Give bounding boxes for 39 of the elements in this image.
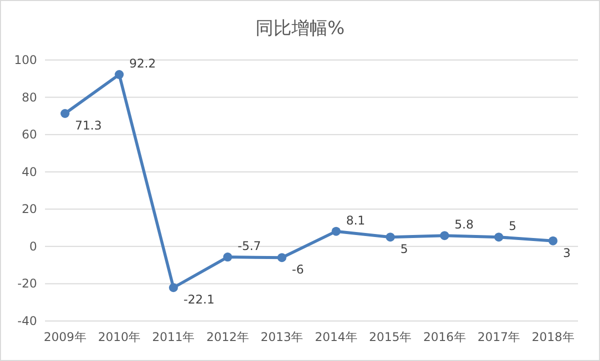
x-tick-label: 2017年	[478, 330, 520, 344]
y-tick-label: 0	[29, 239, 37, 254]
chart-title: 同比增幅%	[255, 18, 345, 39]
x-tick-label: 2014年	[314, 330, 358, 344]
x-tick-label: 2013年	[260, 330, 304, 344]
x-tick-label: 2018年	[532, 330, 574, 344]
point	[440, 231, 450, 240]
x-tick-label: 2012年	[206, 330, 249, 344]
point	[114, 70, 124, 80]
point	[494, 232, 504, 242]
data-label: 5	[508, 219, 516, 234]
y-tick-label: -20	[17, 276, 37, 291]
data-label: 8.1	[346, 213, 366, 228]
x-tick-label: 2011年	[152, 330, 195, 344]
point	[548, 236, 558, 246]
point	[223, 252, 232, 262]
y-tick-label: -40	[17, 314, 37, 328]
y-tick-label: 60	[22, 128, 37, 142]
point	[168, 283, 178, 292]
y-tick-label: 20	[22, 202, 37, 216]
y-tick-label: 100	[14, 53, 37, 67]
point	[60, 109, 70, 118]
y-tick-label: 80	[22, 90, 37, 104]
data-label: 92.2	[129, 56, 156, 71]
data-label: 3	[563, 246, 571, 260]
x-tick-label: 2010年	[98, 330, 140, 344]
data-label: 5.8	[454, 218, 474, 232]
data-label: -5.7	[238, 239, 262, 254]
point	[277, 253, 286, 262]
y-tick-label: 40	[22, 164, 37, 179]
data-label: 5	[400, 242, 408, 256]
data-label: 71.3	[75, 118, 102, 133]
point	[332, 226, 341, 236]
point	[386, 232, 395, 242]
data-label: -22.1	[183, 292, 215, 307]
x-tick-label: 2016年	[423, 330, 466, 344]
x-tick-label: 2015年	[369, 330, 412, 344]
x-tick-label: 2009年	[44, 330, 86, 344]
data-label: -6	[292, 262, 304, 277]
